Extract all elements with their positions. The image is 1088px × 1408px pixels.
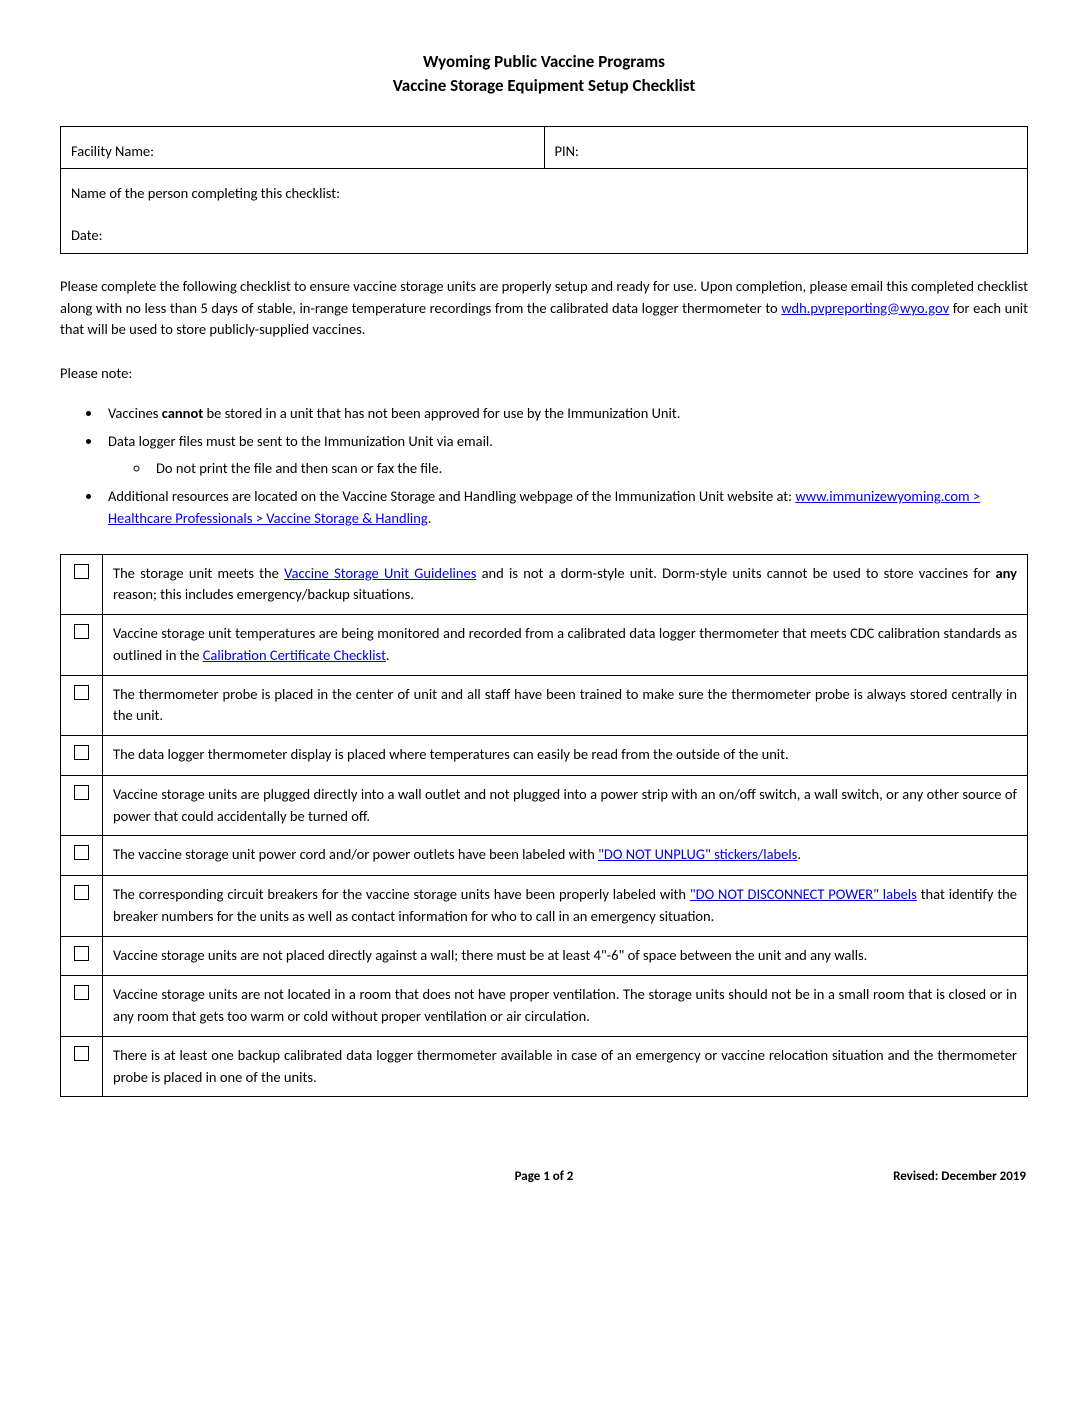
sub-note-item-1: Do not print the file and then scan or f… <box>150 458 1028 480</box>
person-name-cell[interactable]: Name of the person completing this check… <box>61 169 1028 211</box>
checkbox-10[interactable] <box>74 1046 89 1061</box>
checklist-text-7: The corresponding circuit breakers for t… <box>103 876 1028 937</box>
checklist-text-10: There is at least one backup calibrated … <box>103 1036 1028 1097</box>
please-note-label: Please note: <box>60 363 1028 385</box>
checkbox-5[interactable] <box>74 785 89 800</box>
guidelines-link[interactable]: Vaccine Storage Unit Guidelines <box>284 564 476 582</box>
checklist-row-3: The thermometer probe is placed in the c… <box>61 675 1028 736</box>
facility-name-cell[interactable]: Facility Name: <box>61 126 545 169</box>
note-item-1: Vaccines cannot be stored in a unit that… <box>102 403 1028 425</box>
sub-notes-list: Do not print the file and then scan or f… <box>150 458 1028 480</box>
date-cell[interactable]: Date: <box>61 211 1028 253</box>
document-header: Wyoming Public Vaccine Programs Vaccine … <box>60 50 1028 98</box>
checklist-row-9: Vaccine storage units are not located in… <box>61 976 1028 1037</box>
checklist-row-7: The corresponding circuit breakers for t… <box>61 876 1028 937</box>
checkbox-4[interactable] <box>74 745 89 760</box>
checklist-text-1: The storage unit meets the Vaccine Stora… <box>103 554 1028 615</box>
note-item-2: Data logger files must be sent to the Im… <box>102 431 1028 481</box>
checklist-text-2: Vaccine storage unit temperatures are be… <box>103 615 1028 676</box>
checklist-table: The storage unit meets the Vaccine Stora… <box>60 554 1028 1098</box>
notes-list: Vaccines cannot be stored in a unit that… <box>102 403 1028 530</box>
checklist-text-8: Vaccine storage units are not placed dir… <box>103 936 1028 976</box>
checkbox-6[interactable] <box>74 845 89 860</box>
info-table: Facility Name: PIN: Name of the person c… <box>60 126 1028 254</box>
checklist-text-5: Vaccine storage units are plugged direct… <box>103 775 1028 836</box>
checklist-row-4: The data logger thermometer display is p… <box>61 736 1028 776</box>
header-line-1: Wyoming Public Vaccine Programs <box>60 50 1028 74</box>
checklist-text-4: The data logger thermometer display is p… <box>103 736 1028 776</box>
checklist-row-2: Vaccine storage unit temperatures are be… <box>61 615 1028 676</box>
checkbox-8[interactable] <box>74 946 89 961</box>
revision-date: Revised: December 2019 <box>705 1167 1026 1187</box>
checkbox-3[interactable] <box>74 685 89 700</box>
checklist-row-10: There is at least one backup calibrated … <box>61 1036 1028 1097</box>
email-link[interactable]: wdh.pvpreporting@wyo.gov <box>781 299 949 317</box>
checkbox-7[interactable] <box>74 885 89 900</box>
page-number: Page 1 of 2 <box>383 1167 704 1187</box>
checklist-text-9: Vaccine storage units are not located in… <box>103 976 1028 1037</box>
checklist-row-5: Vaccine storage units are plugged direct… <box>61 775 1028 836</box>
unplug-labels-link[interactable]: "DO NOT UNPLUG" stickers/labels <box>598 845 797 863</box>
checklist-row-1: The storage unit meets the Vaccine Stora… <box>61 554 1028 615</box>
page-footer: Page 1 of 2 Revised: December 2019 <box>60 1167 1028 1187</box>
disconnect-labels-link[interactable]: "DO NOT DISCONNECT POWER" labels <box>690 885 917 903</box>
calibration-link[interactable]: Calibration Certificate Checklist <box>203 646 386 664</box>
checkbox-1[interactable] <box>74 564 89 579</box>
note-item-3: Additional resources are located on the … <box>102 486 1028 530</box>
checklist-text-6: The vaccine storage unit power cord and/… <box>103 836 1028 876</box>
pin-cell[interactable]: PIN: <box>544 126 1028 169</box>
checklist-row-8: Vaccine storage units are not placed dir… <box>61 936 1028 976</box>
checkbox-9[interactable] <box>74 985 89 1000</box>
checkbox-2[interactable] <box>74 624 89 639</box>
checklist-text-3: The thermometer probe is placed in the c… <box>103 675 1028 736</box>
checklist-row-6: The vaccine storage unit power cord and/… <box>61 836 1028 876</box>
header-line-2: Vaccine Storage Equipment Setup Checklis… <box>60 74 1028 98</box>
intro-paragraph: Please complete the following checklist … <box>60 276 1028 341</box>
